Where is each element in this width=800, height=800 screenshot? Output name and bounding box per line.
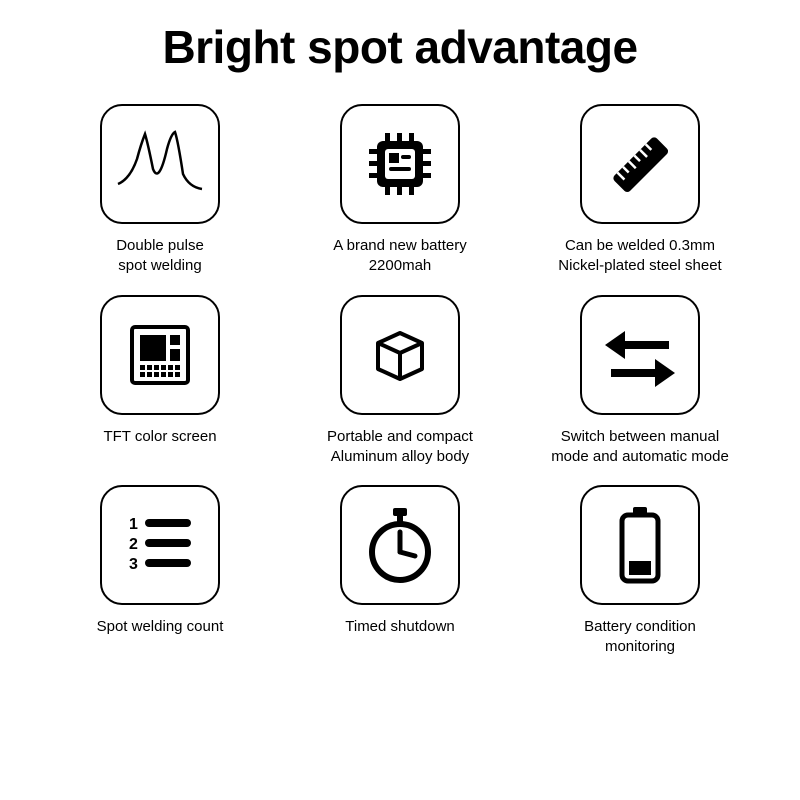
- stopwatch-icon: [340, 485, 460, 605]
- cpu-chip-icon: [340, 104, 460, 224]
- feature-cell: Timed shutdown: [300, 485, 500, 658]
- feature-caption: Battery condition monitoring: [584, 617, 696, 658]
- feature-caption: TFT color screen: [103, 427, 216, 447]
- feature-caption: A brand new battery 2200mah: [333, 236, 466, 277]
- numbered-list-icon: 1 2 3: [100, 485, 220, 605]
- tft-screen-icon: [100, 295, 220, 415]
- feature-caption: Switch between manual mode and automatic…: [551, 427, 729, 468]
- feature-cell: Can be welded 0.3mm Nickel-plated steel …: [540, 104, 740, 277]
- feature-caption: Double pulse spot welding: [116, 236, 204, 277]
- feature-cell: Battery condition monitoring: [540, 485, 740, 658]
- cube-icon: [340, 295, 460, 415]
- feature-cell: TFT color screen: [60, 295, 260, 468]
- feature-caption: Spot welding count: [97, 617, 224, 637]
- feature-caption: Portable and compact Aluminum alloy body: [327, 427, 473, 468]
- svg-text:3: 3: [129, 556, 138, 573]
- feature-cell: A brand new battery 2200mah: [300, 104, 500, 277]
- svg-text:1: 1: [129, 516, 138, 533]
- svg-text:2: 2: [129, 536, 138, 553]
- feature-cell: Double pulse spot welding: [60, 104, 260, 277]
- double-pulse-icon: [100, 104, 220, 224]
- swap-arrows-icon: [580, 295, 700, 415]
- feature-caption: Timed shutdown: [345, 617, 455, 637]
- battery-icon: [580, 485, 700, 605]
- infographic-container: Bright spot advantage Double pulse spot …: [0, 0, 800, 800]
- ruler-icon: [580, 104, 700, 224]
- feature-caption: Can be welded 0.3mm Nickel-plated steel …: [558, 236, 721, 277]
- feature-cell: 1 2 3 Spot welding count: [60, 485, 260, 658]
- feature-cell: Switch between manual mode and automatic…: [540, 295, 740, 468]
- feature-grid: Double pulse spot welding: [60, 104, 740, 658]
- feature-cell: Portable and compact Aluminum alloy body: [300, 295, 500, 468]
- page-title: Bright spot advantage: [60, 20, 740, 74]
